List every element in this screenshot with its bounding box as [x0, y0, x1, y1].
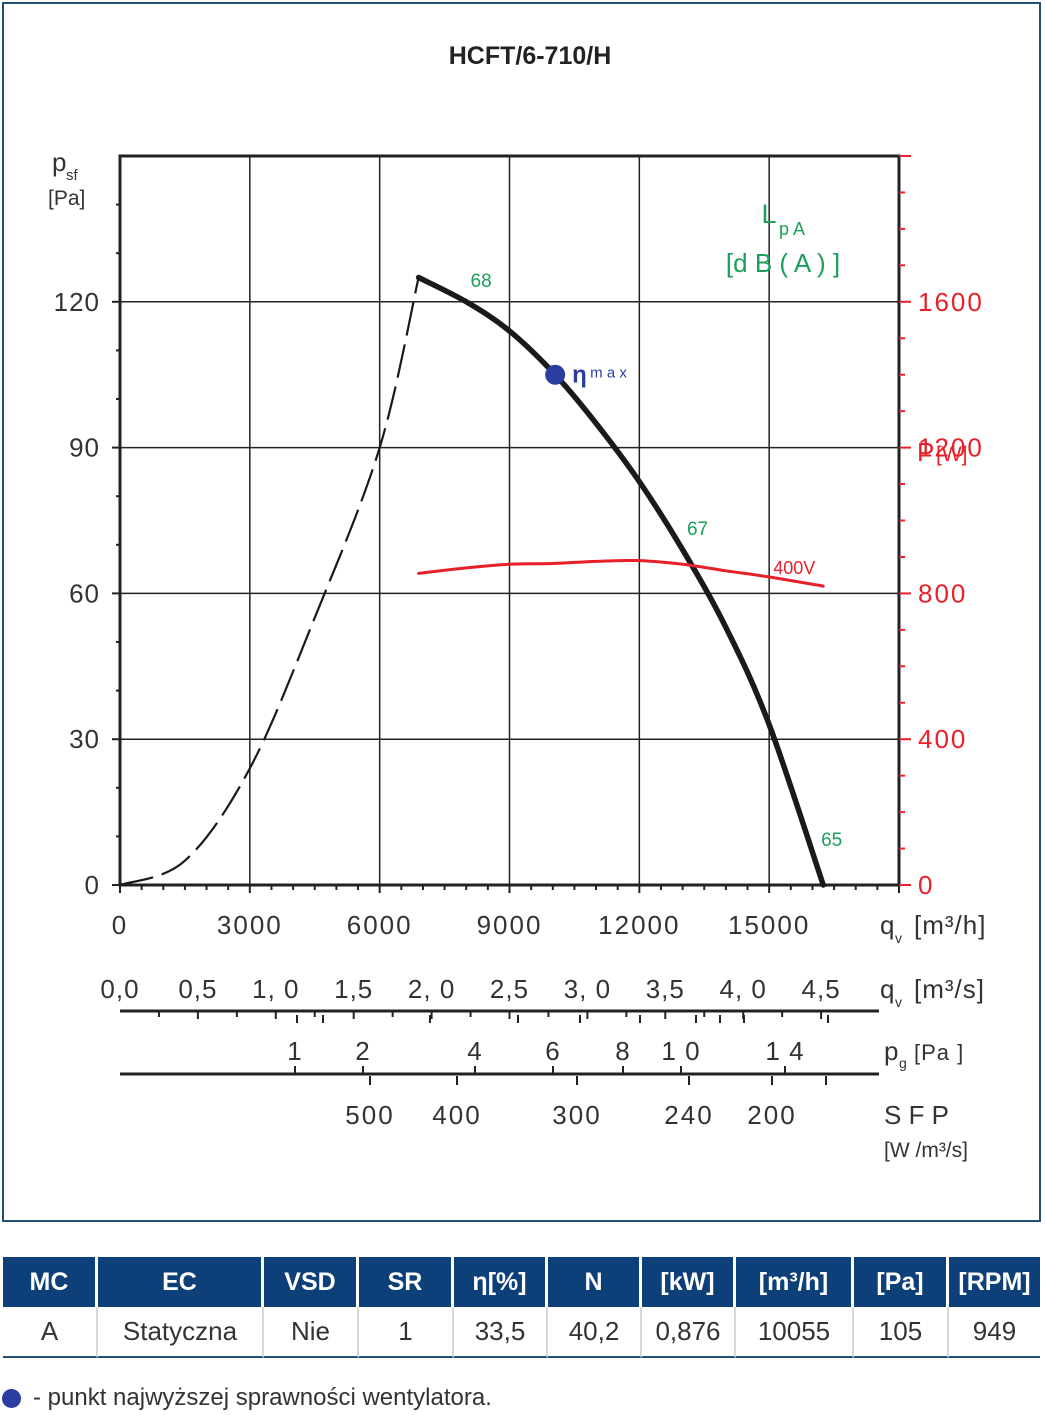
header-ec: EC [98, 1257, 264, 1307]
eta-max-point [545, 364, 566, 385]
chart-title: HCFT/6-710/H [449, 42, 612, 70]
sfp-tick-label: 300 [552, 1100, 601, 1130]
chart-frame [2, 2, 1041, 1222]
x-tick-label: 9000 [477, 910, 543, 940]
pg-axis-unit: [Pa ] [914, 1040, 964, 1065]
header-n: N [548, 1257, 642, 1307]
cell-vsd: Nie [264, 1307, 359, 1358]
m3s-tick-label: 3, 0 [564, 974, 611, 1004]
lpa-value-label: 67 [687, 519, 708, 540]
pressure-curve [415, 274, 827, 888]
y-axis-label-sub: sf [66, 167, 79, 184]
sfp-tick-label: 500 [345, 1100, 394, 1130]
y-tick-label: 60 [69, 578, 100, 608]
pg-tick-label: 8 [615, 1036, 630, 1066]
x-axis-label: q [880, 910, 894, 940]
m3s-axis-label-sub: v [895, 994, 902, 1010]
eta-max-dot-icon [2, 1388, 21, 1408]
table-row: A Statyczna Nie 1 33,5 40,2 0,876 10055 … [3, 1307, 1040, 1358]
x-tick-label: 3000 [217, 910, 283, 940]
y-right-tick-label: 400 [918, 724, 967, 754]
pg-tick-label: 1 [287, 1036, 302, 1066]
y-tick-label: 120 [54, 287, 100, 317]
cell-kw: 0,876 [642, 1307, 736, 1358]
x-tick-label: 15000 [728, 910, 810, 940]
cell-m3h: 10055 [736, 1307, 854, 1358]
legend-note: - punkt najwyższej sprawności wentylator… [2, 1384, 492, 1412]
header-m3h: [m³/h] [736, 1257, 854, 1307]
m3s-axis-label: q [880, 974, 894, 1004]
sfp-tick-label: 400 [432, 1100, 481, 1130]
y-tick-label: 90 [69, 433, 100, 463]
y-right-tick-label: 800 [918, 578, 967, 608]
cell-sr: 1 [359, 1307, 454, 1358]
cell-eta: 33,5 [454, 1307, 548, 1358]
y-axis-label: p [52, 147, 66, 177]
legend-note-text: - punkt najwyższej sprawności wentylator… [33, 1384, 492, 1411]
cell-rpm: 949 [949, 1307, 1040, 1358]
sfp-axis-label: S F P [884, 1100, 949, 1130]
pg-tick-label: 2 [355, 1036, 370, 1066]
power-curve-label: 400V [773, 558, 815, 578]
lpa-label-sub: p A [779, 219, 805, 239]
pg-tick-label: 1 4 [765, 1036, 804, 1066]
cell-ec: Statyczna [98, 1307, 264, 1358]
eta-max-label-sub: m a x [590, 365, 627, 382]
m3s-tick-label: 0,0 [100, 974, 139, 1004]
m3s-tick-label: 0,5 [178, 974, 217, 1004]
m3s-tick-label: 4, 0 [720, 974, 767, 1004]
y-right-tick-label: 1600 [918, 287, 984, 317]
lpa-unit: [d B ( A ) ] [726, 248, 840, 278]
lpa-label: L [761, 199, 776, 229]
header-rpm: [RPM] [949, 1257, 1040, 1307]
y-right-axis-label: P [917, 437, 934, 467]
sfp-tick-label: 240 [664, 1100, 713, 1130]
sfp-tick-label: 200 [747, 1100, 796, 1130]
cell-n: 40,2 [548, 1307, 642, 1358]
pg-tick-label: 6 [545, 1036, 560, 1066]
table-header-row: MC EC VSD SR η[%] N [kW] [m³/h] [Pa] [RP… [3, 1257, 1040, 1307]
power-curve [417, 558, 825, 588]
m3s-tick-label: 4,5 [802, 974, 841, 1004]
x-tick-label: 0 [112, 910, 128, 940]
header-vsd: VSD [264, 1257, 359, 1307]
header-pa: [Pa] [854, 1257, 949, 1307]
x-axis-label-sub: v [895, 930, 902, 946]
m3s-tick-label: 3,5 [646, 974, 685, 1004]
lpa-value-label: 65 [821, 830, 842, 851]
x-tick-label: 6000 [347, 910, 413, 940]
header-eta: η[%] [454, 1257, 548, 1307]
y-right-axis-unit: [W] [936, 443, 968, 466]
header-kw: [kW] [642, 1257, 736, 1307]
pg-tick-label: 4 [467, 1036, 482, 1066]
y-axis-unit: [Pa] [48, 187, 85, 210]
pg-tick-label: 1 0 [661, 1036, 700, 1066]
x-axis-unit: [m³/h] [914, 910, 986, 940]
m3s-tick-label: 2,5 [490, 974, 529, 1004]
m3s-tick-label: 2, 0 [408, 974, 455, 1004]
lpa-value-label: 68 [471, 271, 492, 292]
header-mc: MC [3, 1257, 98, 1307]
m3s-axis-unit: [m³/s] [914, 974, 985, 1004]
y-tick-label: 30 [69, 724, 100, 754]
x-tick-label: 12000 [598, 910, 680, 940]
pg-axis-label: p [884, 1036, 898, 1066]
y-right-tick-label: 1200 [918, 433, 984, 463]
cell-pa: 105 [854, 1307, 949, 1358]
cell-mc: A [3, 1307, 98, 1358]
pg-axis-label-sub: g [899, 1055, 907, 1071]
spec-table: MC EC VSD SR η[%] N [kW] [m³/h] [Pa] [RP… [3, 1257, 1040, 1358]
unstable-curve [119, 277, 420, 887]
m3s-tick-label: 1,5 [334, 974, 373, 1004]
m3s-tick-label: 1, 0 [252, 974, 299, 1004]
y-right-tick-label: 0 [918, 870, 934, 900]
eta-max-label: η [572, 362, 587, 389]
sfp-axis-unit: [W /m³/s] [884, 1139, 968, 1162]
y-tick-label: 0 [85, 870, 100, 900]
header-sr: SR [359, 1257, 454, 1307]
